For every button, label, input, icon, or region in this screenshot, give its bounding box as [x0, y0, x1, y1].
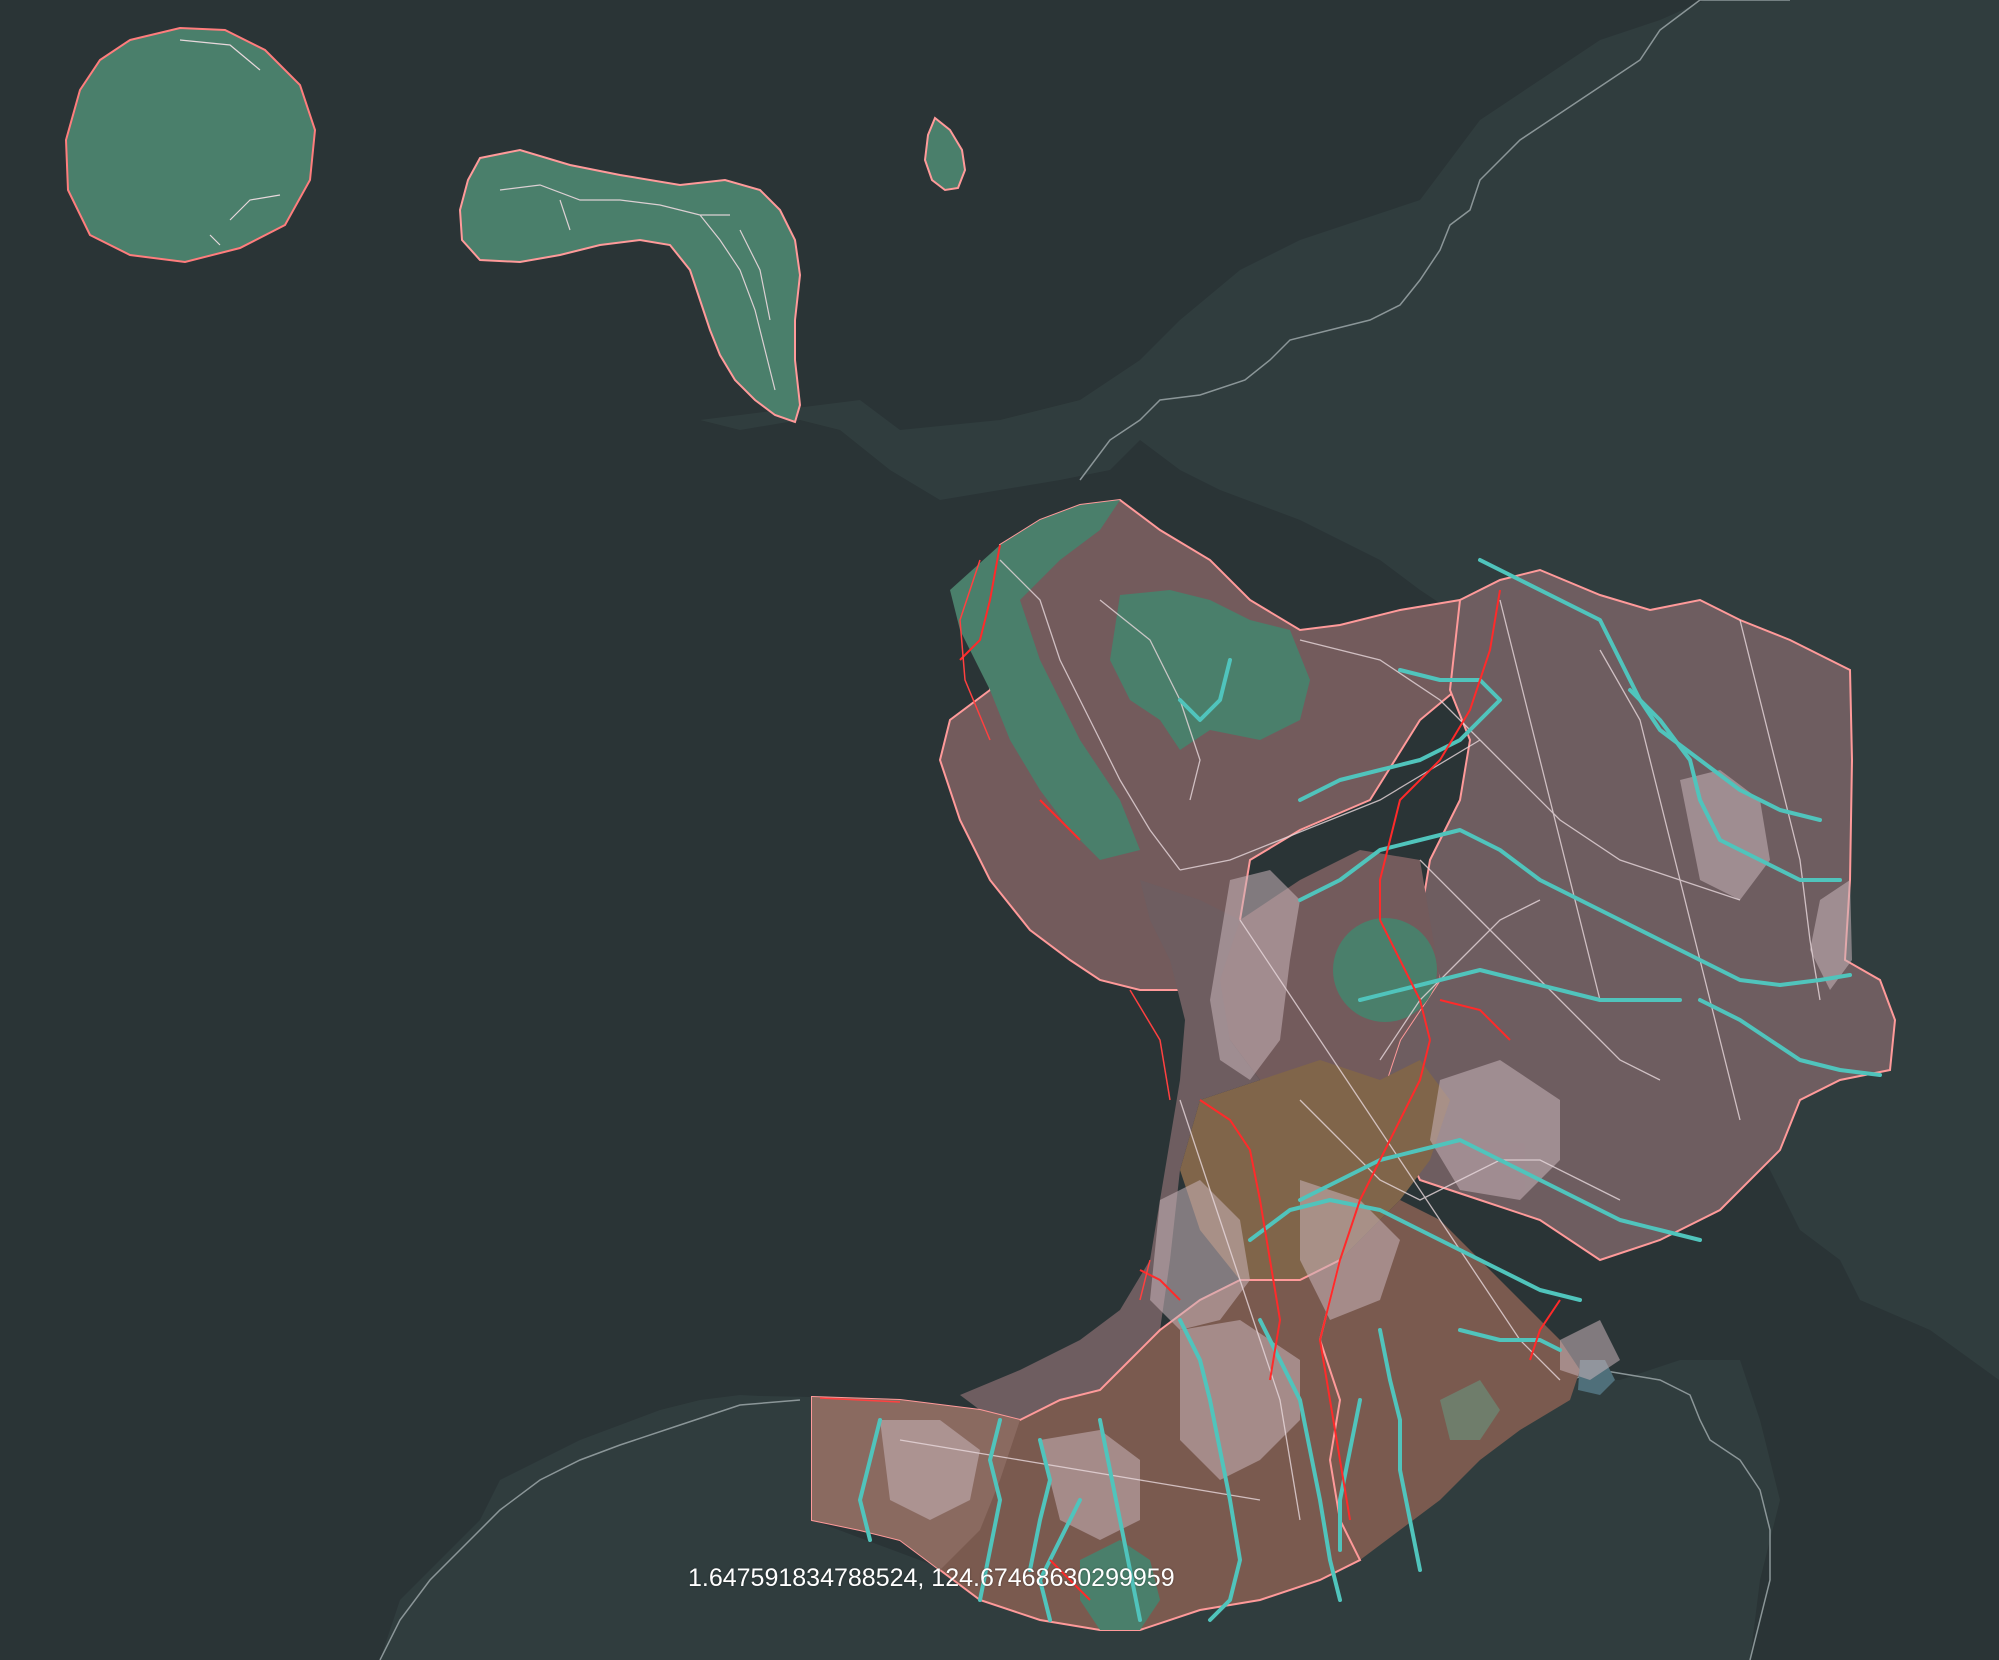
island-round-northwest — [64, 26, 317, 264]
district-orange — [1180, 1060, 1450, 1280]
neighbor-coastline-northeast — [1079, 0, 1790, 481]
island-small-north — [923, 116, 967, 192]
neighbor-coastline-south — [379, 1369, 1771, 1660]
forest-north — [1110, 590, 1310, 750]
forest-south — [1080, 1540, 1160, 1630]
coordinate-readout: 1.647591834788524, 124.67468630299959 — [688, 1564, 1175, 1592]
admin-boundaries — [959, 544, 1561, 1601]
neighbor-landmass-northeast — [700, 0, 1999, 1380]
road-network — [899, 559, 1821, 1521]
district-west-urban — [960, 880, 1260, 1420]
coast-highlights — [819, 559, 1171, 1403]
river-network — [858, 558, 1882, 1622]
district-north — [938, 498, 1502, 991]
urban-areas — [880, 770, 1852, 1540]
island-crescent-north — [458, 148, 802, 424]
forest-central-round — [1333, 918, 1437, 1022]
forest-southeast — [1440, 1380, 1500, 1440]
district-southeast — [1320, 1200, 1580, 1560]
forest-west-coast — [950, 500, 1140, 860]
